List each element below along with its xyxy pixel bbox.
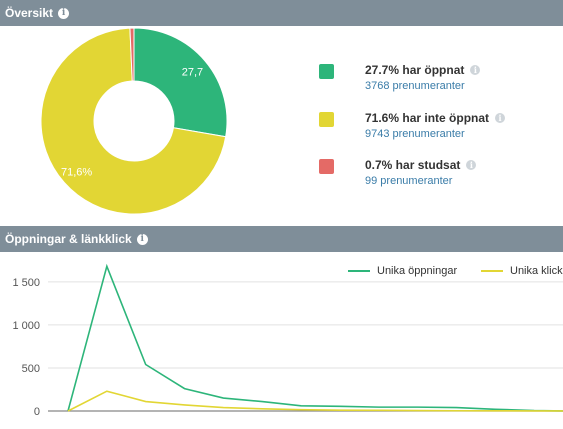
legend-label-bounced: 0.7% har studsat: [365, 158, 461, 172]
line-chart: 0 500 1 000 1 500: [12, 263, 563, 418]
legend-swatch-not-opened: [319, 112, 334, 127]
info-icon[interactable]: i: [58, 7, 70, 19]
legend-sub-not-opened[interactable]: 9743 prenumeranter: [365, 128, 465, 140]
donut-chart: 27,7 71,6%: [40, 27, 228, 215]
series-line-1[interactable]: [67, 390, 563, 412]
donut-slice-bounced[interactable]: [129, 27, 135, 82]
legend-label-not-opened: 71.6% har inte öppnat: [365, 111, 490, 125]
donut-slice-not_opened[interactable]: [40, 27, 227, 215]
opens-header: Öppningar & länkklick i: [0, 226, 563, 252]
opens-title: Öppningar & länkklick: [5, 232, 132, 246]
overview-title: Översikt: [5, 6, 54, 20]
chart-legend-line-clicks: [481, 270, 503, 272]
donut-label-not_opened: 71,6%: [61, 167, 92, 179]
y-tick-label: 0: [34, 406, 40, 418]
chart-legend-opens[interactable]: Unika öppningar: [348, 265, 457, 277]
donut-label-opened: 27,7: [182, 67, 203, 79]
legend-swatch-bounced: [319, 159, 334, 174]
chart-legend-line-opens: [348, 270, 370, 272]
chart-legend-label-opens: Unika öppningar: [377, 265, 458, 277]
y-tick-label: 1 500: [12, 277, 40, 289]
overview-header: Översikt i: [0, 0, 563, 26]
info-icon[interactable]: i: [136, 233, 148, 245]
chart-legend-clicks[interactable]: Unika klick: [481, 265, 563, 277]
legend-sub-bounced[interactable]: 99 prenumeranter: [365, 175, 453, 187]
legend-swatch-opened: [319, 64, 334, 79]
y-tick-label: 1 000: [12, 320, 40, 332]
legend-label-opened: 27.7% har öppnat: [365, 63, 465, 77]
legend-sub-opened[interactable]: 3768 prenumeranter: [365, 80, 465, 92]
donut-slice-opened[interactable]: [133, 27, 228, 138]
series-line-0[interactable]: [67, 263, 563, 412]
chart-legend-label-clicks: Unika klick: [510, 265, 563, 277]
info-icon[interactable]: i: [495, 113, 506, 123]
y-tick-label: 500: [22, 363, 40, 375]
info-icon[interactable]: i: [466, 160, 477, 170]
info-icon[interactable]: i: [470, 65, 481, 75]
